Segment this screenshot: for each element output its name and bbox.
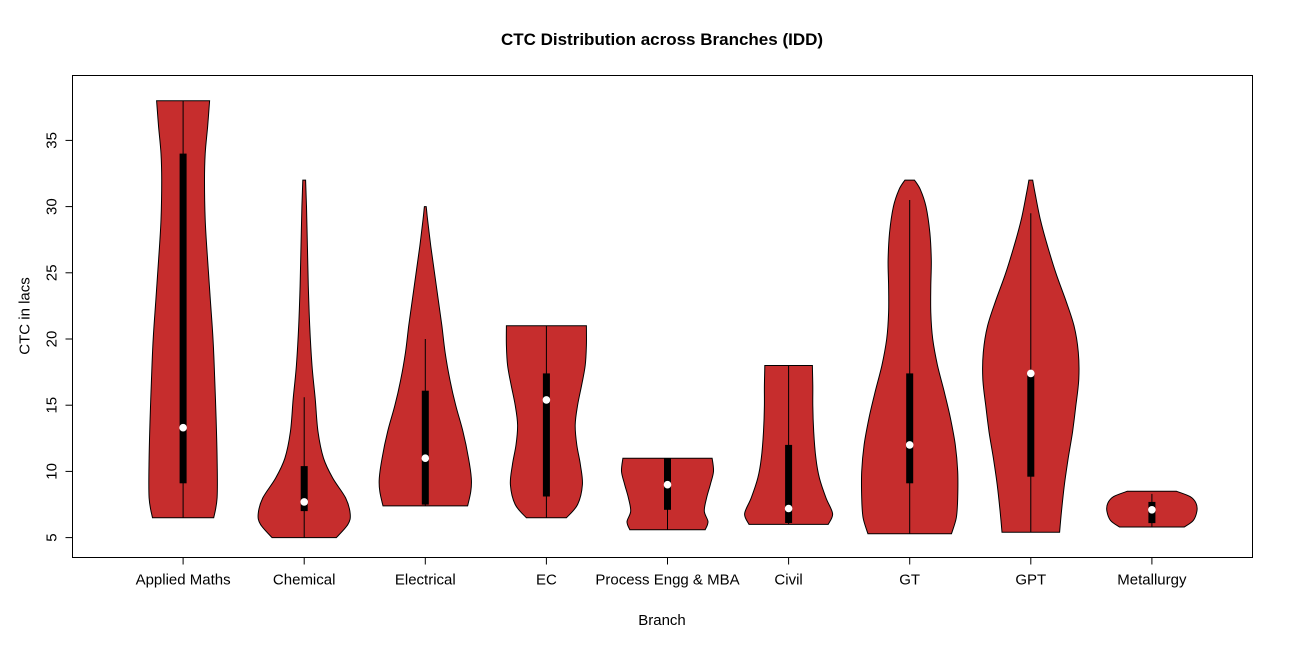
y-tick-label: 25 bbox=[43, 264, 60, 281]
median-dot-3 bbox=[542, 396, 551, 404]
median-dot-2 bbox=[421, 454, 430, 463]
median-dot-4 bbox=[663, 480, 672, 489]
median-dot-1 bbox=[300, 498, 309, 506]
x-tick-label-5: Civil bbox=[774, 572, 802, 589]
y-tick-label: 10 bbox=[43, 463, 60, 480]
median-dot-0 bbox=[179, 423, 187, 432]
iqr-box-0 bbox=[179, 153, 187, 484]
median-dot-5 bbox=[784, 504, 793, 513]
x-tick-label-7: GPT bbox=[1015, 572, 1046, 589]
x-tick-label-1: Chemical bbox=[273, 572, 336, 589]
x-tick-label-4: Process Engg & MBA bbox=[595, 572, 739, 589]
y-tick-label: 5 bbox=[43, 533, 60, 541]
iqr-box-5 bbox=[785, 444, 793, 523]
y-tick-label: 20 bbox=[43, 331, 60, 348]
iqr-box-3 bbox=[542, 373, 550, 497]
x-tick-label-2: Electrical bbox=[395, 572, 456, 589]
violin-1 bbox=[257, 179, 351, 539]
y-tick-label: 30 bbox=[43, 198, 60, 215]
iqr-box-6 bbox=[906, 373, 914, 484]
iqr-box-2 bbox=[421, 390, 429, 505]
x-tick-label-3: EC bbox=[536, 572, 557, 589]
x-tick-label-6: GT bbox=[899, 572, 920, 589]
x-axis-label: Branch bbox=[638, 612, 686, 629]
x-tick-label-8: Metallurgy bbox=[1117, 572, 1187, 589]
x-tick-label-0: Applied Maths bbox=[136, 572, 231, 589]
iqr-box-7 bbox=[1027, 372, 1035, 477]
median-dot-7 bbox=[1027, 369, 1035, 378]
y-tick-label: 15 bbox=[43, 397, 60, 414]
iqr-box-1 bbox=[300, 466, 308, 512]
chart-title: CTC Distribution across Branches (IDD) bbox=[500, 30, 824, 49]
median-dot-8 bbox=[1148, 506, 1156, 514]
median-dot-6 bbox=[905, 441, 914, 449]
y-tick-label: 35 bbox=[43, 132, 60, 149]
